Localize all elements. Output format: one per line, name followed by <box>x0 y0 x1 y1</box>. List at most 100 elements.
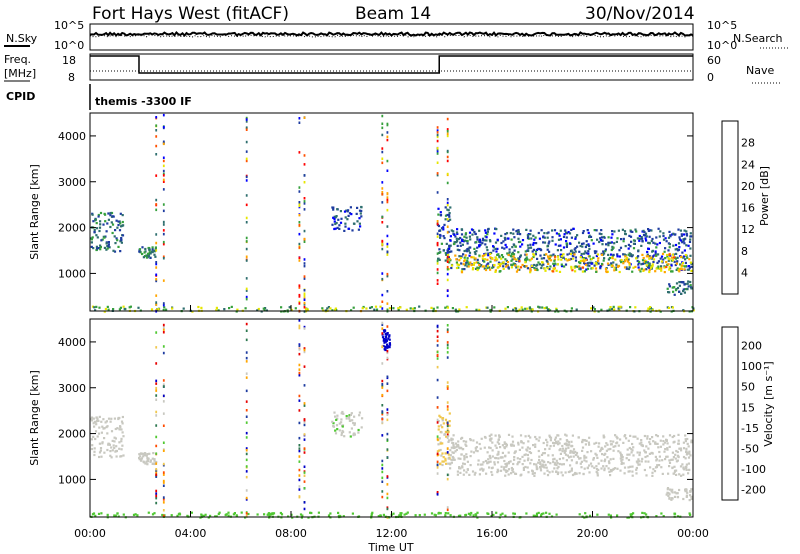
velocity-point-886 <box>660 466 663 469</box>
velocity-point-360 <box>586 451 589 454</box>
velocity-point-547 <box>457 457 460 460</box>
velocity-point-1518 <box>446 330 449 334</box>
power-point-611 <box>500 241 503 245</box>
power-point-511 <box>517 237 520 240</box>
power-point-1031 <box>586 267 590 270</box>
power-point-643 <box>468 235 471 238</box>
power-point-1188 <box>623 266 627 269</box>
velocity-point-465 <box>513 456 516 459</box>
velocity-point-1035 <box>384 338 387 341</box>
power-colorbar-tick-5: 24 <box>741 158 755 171</box>
velocity-point-55 <box>120 455 123 458</box>
velocity-point-745 <box>627 458 631 462</box>
power-point-1537 <box>326 307 329 310</box>
velocity-point-124 <box>144 462 147 465</box>
velocity-point-1214 <box>153 512 156 515</box>
power-point-42 <box>100 239 103 242</box>
power-point-1531 <box>647 307 650 310</box>
power-point-1180 <box>476 268 479 272</box>
velocity-point-1256 <box>673 512 676 515</box>
power-point-1259 <box>596 253 600 256</box>
velocity-point-792 <box>659 445 662 448</box>
power-point-592 <box>540 229 543 232</box>
velocity-point-604 <box>546 469 549 472</box>
power-point-980 <box>648 257 651 260</box>
velocity-point-1390 <box>298 478 301 482</box>
velocity-point-565 <box>658 464 661 467</box>
noise-search-label: N.Search <box>733 32 783 45</box>
power-point-1166 <box>526 258 529 261</box>
velocity-point-266 <box>623 466 627 469</box>
power-point-181 <box>360 205 363 209</box>
velocity-point-922 <box>664 448 667 451</box>
power-point-229 <box>446 252 449 255</box>
power-point-672 <box>535 242 538 245</box>
velocity-point-1240 <box>271 512 274 515</box>
velocity-point-84 <box>95 416 98 419</box>
velocity-point-1318 <box>162 479 165 483</box>
velocity-point-735 <box>553 457 556 460</box>
velocity-point-1426 <box>381 384 384 388</box>
velocity-point-182 <box>345 417 348 420</box>
power-point-1680 <box>303 303 306 306</box>
power-point-95 <box>106 247 109 250</box>
velocity-point-408 <box>553 442 557 445</box>
power-point-717 <box>632 242 636 245</box>
power-point-98 <box>145 254 148 257</box>
power-point-764 <box>506 252 509 255</box>
velocity-point-187 <box>349 435 352 438</box>
power-point-718 <box>517 229 520 232</box>
velocity-point-530 <box>538 455 541 458</box>
velocity-point-468 <box>663 441 667 444</box>
power-point-1255 <box>658 267 661 270</box>
velocity-point-733 <box>532 444 535 447</box>
velocity-point-665 <box>638 453 641 457</box>
velocity-point-376 <box>495 457 498 460</box>
power-point-235 <box>449 206 452 209</box>
velocity-point-1018 <box>384 333 387 336</box>
power-point-173 <box>333 215 336 218</box>
velocity-point-1163 <box>535 514 538 517</box>
power-point-1242 <box>632 266 635 269</box>
power-point-884 <box>595 250 598 253</box>
power-point-1579 <box>155 261 158 264</box>
power-point-709 <box>574 247 577 250</box>
velocity-point-1250 <box>433 513 436 516</box>
velocity-point-575 <box>504 462 507 466</box>
power-ytick-label-0: 1000 <box>58 267 86 280</box>
power-point-560 <box>487 254 490 257</box>
power-point-1077 <box>549 254 552 257</box>
velocity-point-87 <box>103 427 106 430</box>
velocity-point-192 <box>341 425 344 428</box>
velocity-point-375 <box>663 450 666 453</box>
power-point-1321 <box>689 280 692 284</box>
power-point-577 <box>480 264 483 267</box>
velocity-point-1079 <box>225 513 228 516</box>
power-point-960 <box>659 230 662 233</box>
power-point-1719 <box>381 133 384 137</box>
power-point-692 <box>492 245 495 248</box>
power-point-1733 <box>381 193 384 196</box>
velocity-point-1150 <box>472 514 475 517</box>
power-point-162 <box>336 226 339 229</box>
velocity-point-717 <box>619 457 622 460</box>
velocity-point-680 <box>493 461 496 464</box>
velocity-point-590 <box>535 467 538 470</box>
power-point-191 <box>359 225 362 228</box>
velocity-point-1156 <box>136 514 139 517</box>
power-point-1281 <box>665 265 668 269</box>
velocity-point-88 <box>103 437 106 440</box>
power-point-1575 <box>155 129 158 132</box>
power-point-769 <box>689 247 692 250</box>
power-point-1556 <box>155 241 158 245</box>
power-point-1789 <box>436 172 439 175</box>
power-point-1065 <box>642 256 645 260</box>
power-point-1581 <box>155 124 158 127</box>
power-point-725 <box>648 255 651 258</box>
velocity-point-138 <box>352 434 355 437</box>
velocity-point-1520 <box>446 436 449 440</box>
power-point-502 <box>622 237 625 240</box>
power-point-1633 <box>245 157 248 161</box>
velocity-point-654 <box>595 454 598 457</box>
power-point-1414 <box>375 308 379 311</box>
